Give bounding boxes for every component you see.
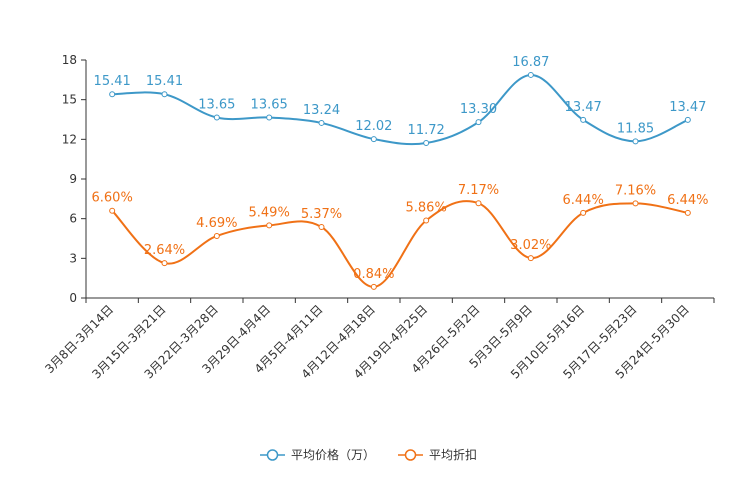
data-point[interactable] <box>370 136 377 143</box>
data-label: 13.30 <box>460 102 497 117</box>
series-1: 15.41 15.41 13.65 13.65 13.24 12.02 11.72 13.30… <box>94 55 706 147</box>
data-label: 6.60% <box>92 191 133 206</box>
legend-marker-icon <box>266 449 279 461</box>
data-point[interactable] <box>109 91 116 98</box>
data-point[interactable] <box>475 119 482 126</box>
data-label: 5.49% <box>249 205 290 220</box>
y-tick-label: 6 <box>69 212 77 226</box>
data-label: 11.85 <box>617 121 654 136</box>
data-label: 13.65 <box>251 98 288 113</box>
data-point[interactable] <box>318 119 325 126</box>
data-point[interactable] <box>423 217 430 224</box>
data-label: 7.17% <box>458 183 499 198</box>
legend-item[interactable]: 平均折扣 <box>398 447 477 462</box>
legend-marker-icon <box>404 449 417 461</box>
data-label: 15.41 <box>94 74 131 89</box>
data-point[interactable] <box>684 116 691 123</box>
data-label: 15.41 <box>146 74 183 89</box>
data-point[interactable] <box>527 255 534 262</box>
data-label: 0.84% <box>353 267 394 282</box>
data-point[interactable] <box>580 116 587 123</box>
legend-label: 平均折扣 <box>429 447 477 462</box>
data-point[interactable] <box>423 140 430 147</box>
y-tick-label: 3 <box>69 251 77 265</box>
data-label: 16.87 <box>512 55 549 70</box>
data-label: 2.64% <box>144 243 185 258</box>
data-label: 6.44% <box>667 193 708 208</box>
data-point[interactable] <box>266 114 273 121</box>
data-point[interactable] <box>213 114 220 121</box>
data-label: 13.65 <box>198 98 235 113</box>
data-point[interactable] <box>475 200 482 207</box>
data-label: 11.72 <box>408 123 445 138</box>
data-label: 5.86% <box>406 201 447 216</box>
data-point[interactable] <box>266 222 273 229</box>
data-point[interactable] <box>632 200 639 207</box>
series-layer: 15.41 15.41 13.65 13.65 13.24 12.02 11.72 13.30… <box>92 55 708 290</box>
data-label: 7.16% <box>615 183 656 198</box>
axes: 03691215183月8日-3月14日3月15日-3月21日3月22日-3月2… <box>42 53 715 382</box>
data-point[interactable] <box>318 223 325 230</box>
data-point[interactable] <box>161 91 168 98</box>
legend-item[interactable]: 平均价格（万） <box>260 447 375 462</box>
data-point[interactable] <box>109 207 116 214</box>
y-tick-label: 9 <box>69 172 77 186</box>
legend-label: 平均价格（万） <box>291 447 375 462</box>
data-point[interactable] <box>580 209 587 216</box>
data-label: 13.47 <box>565 100 602 115</box>
series-line <box>111 200 689 288</box>
y-tick-label: 18 <box>62 53 77 67</box>
y-tick-label: 15 <box>62 93 77 107</box>
data-label: 6.44% <box>563 193 604 208</box>
data-point[interactable] <box>527 71 534 78</box>
series-2: 6.60% 2.64% 4.69% 5.49% 5.37% 0.84% 5.86% 7.17%… <box>92 183 708 290</box>
data-point[interactable] <box>213 232 220 239</box>
data-point[interactable] <box>684 209 691 216</box>
legend[interactable]: 平均价格（万） 平均折扣 <box>260 447 477 462</box>
data-point[interactable] <box>370 283 377 290</box>
data-label: 13.24 <box>303 103 340 118</box>
y-tick-label: 0 <box>69 291 77 305</box>
data-label: 12.02 <box>355 119 392 134</box>
y-tick-label: 12 <box>62 132 77 146</box>
data-point[interactable] <box>161 260 168 267</box>
data-label: 5.37% <box>301 207 342 222</box>
data-point[interactable] <box>632 138 639 145</box>
data-label: 13.47 <box>669 100 706 115</box>
data-label: 3.02% <box>510 238 551 253</box>
data-label: 4.69% <box>196 216 237 231</box>
